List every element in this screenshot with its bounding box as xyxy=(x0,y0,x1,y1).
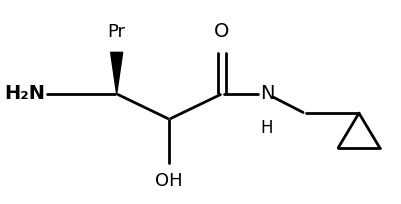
Text: Pr: Pr xyxy=(107,23,126,41)
Text: H₂N: H₂N xyxy=(4,84,45,103)
Text: N: N xyxy=(260,84,274,103)
Polygon shape xyxy=(111,52,123,94)
Text: O: O xyxy=(214,22,229,41)
Text: OH: OH xyxy=(156,172,183,190)
Text: H: H xyxy=(261,119,273,137)
